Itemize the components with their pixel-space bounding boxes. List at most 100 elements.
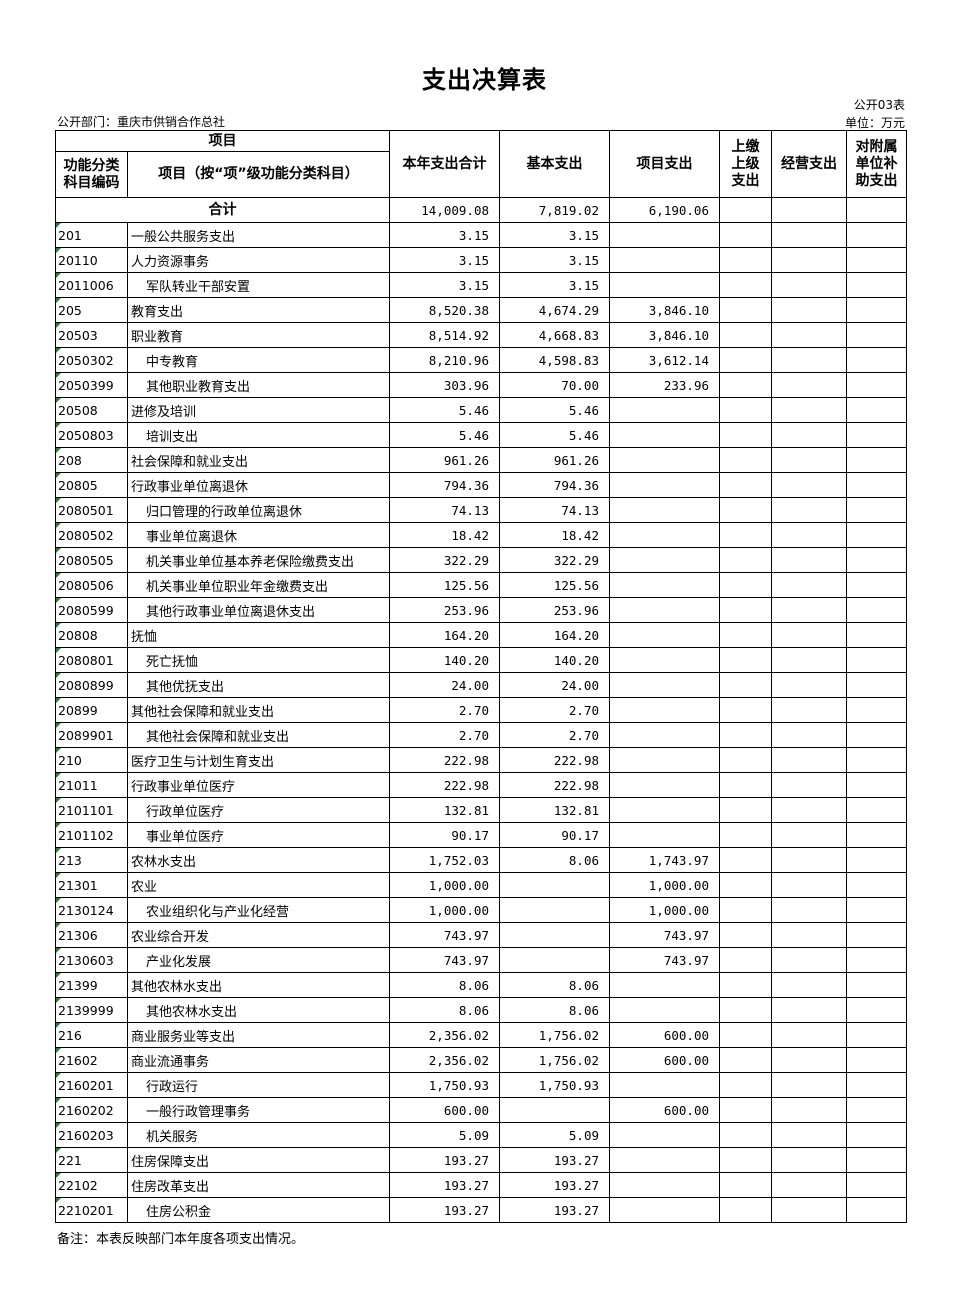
row-total: 8.06 bbox=[389, 997, 500, 1023]
row-total: 1,752.03 bbox=[389, 847, 500, 873]
row-total: 3.15 bbox=[389, 247, 500, 273]
row-name: 行政单位医疗 bbox=[127, 797, 390, 823]
row-total: 1,000.00 bbox=[389, 872, 500, 898]
table-row: 20508 进修及培训 5.46 5.46 bbox=[55, 397, 907, 423]
table-row: 2080801 死亡抚恤 140.20 140.20 bbox=[55, 647, 907, 673]
row-total: 193.27 bbox=[389, 1147, 500, 1173]
department-label: 公开部门：重庆市供销合作总社 bbox=[57, 115, 226, 129]
empty-cell bbox=[846, 647, 907, 673]
empty-cell bbox=[719, 197, 772, 223]
expenditure-table: 项目 本年支出合计 基本支出 项目支出 上缴上级支出 经营支出 对附属单位补助支… bbox=[55, 130, 907, 1223]
empty-cell bbox=[771, 847, 847, 873]
empty-cell bbox=[771, 222, 847, 248]
row-name: 社会保障和就业支出 bbox=[127, 447, 390, 473]
row-basic bbox=[499, 947, 610, 973]
row-project: 743.97 bbox=[609, 947, 720, 973]
row-basic: 222.98 bbox=[499, 772, 610, 798]
empty-cell bbox=[771, 1047, 847, 1073]
row-total: 8.06 bbox=[389, 972, 500, 998]
row-total: 3.15 bbox=[389, 272, 500, 298]
empty-cell bbox=[719, 1097, 772, 1123]
empty-cell bbox=[771, 1022, 847, 1048]
row-name: 教育支出 bbox=[127, 297, 390, 323]
row-basic: 3.15 bbox=[499, 222, 610, 248]
row-name: 其他优抚支出 bbox=[127, 672, 390, 698]
row-project bbox=[609, 522, 720, 548]
empty-cell bbox=[846, 272, 907, 298]
empty-cell bbox=[719, 247, 772, 273]
row-total: 2,356.02 bbox=[389, 1047, 500, 1073]
row-code: 2101101 bbox=[55, 797, 128, 823]
row-total: 743.97 bbox=[389, 922, 500, 948]
empty-cell bbox=[719, 822, 772, 848]
row-name: 其他社会保障和就业支出 bbox=[127, 697, 390, 723]
empty-cell bbox=[846, 1022, 907, 1048]
row-project: 600.00 bbox=[609, 1022, 720, 1048]
row-code: 221 bbox=[55, 1147, 128, 1173]
header-subsidiary: 对附属单位补助支出 bbox=[846, 130, 907, 198]
row-name: 行政事业单位医疗 bbox=[127, 772, 390, 798]
page-title: 支出决算表 bbox=[422, 66, 547, 94]
row-total: 222.98 bbox=[389, 772, 500, 798]
table-row: 2080502 事业单位离退休 18.42 18.42 bbox=[55, 522, 907, 548]
empty-cell bbox=[846, 672, 907, 698]
row-code: 21011 bbox=[55, 772, 128, 798]
empty-cell bbox=[771, 922, 847, 948]
row-name: 抚恤 bbox=[127, 622, 390, 648]
table-row: 2130124 农业组织化与产业化经营 1,000.00 1,000.00 bbox=[55, 897, 907, 923]
empty-cell bbox=[719, 622, 772, 648]
row-name: 事业单位医疗 bbox=[127, 822, 390, 848]
empty-cell bbox=[771, 997, 847, 1023]
row-project: 600.00 bbox=[609, 1097, 720, 1123]
row-code: 20805 bbox=[55, 472, 128, 498]
table-row: 2160203 机关服务 5.09 5.09 bbox=[55, 1122, 907, 1148]
empty-cell bbox=[771, 772, 847, 798]
row-name: 商业服务业等支出 bbox=[127, 1022, 390, 1048]
row-code: 2080505 bbox=[55, 547, 128, 573]
row-name: 其他农林水支出 bbox=[127, 997, 390, 1023]
row-total: 253.96 bbox=[389, 597, 500, 623]
empty-cell bbox=[719, 597, 772, 623]
row-basic: 140.20 bbox=[499, 647, 610, 673]
empty-cell bbox=[771, 472, 847, 498]
empty-cell bbox=[719, 1147, 772, 1173]
row-name: 行政运行 bbox=[127, 1072, 390, 1098]
row-name: 进修及培训 bbox=[127, 397, 390, 423]
table-row: 2080505 机关事业单位基本养老保险缴费支出 322.29 322.29 bbox=[55, 547, 907, 573]
empty-cell bbox=[719, 547, 772, 573]
row-project bbox=[609, 272, 720, 298]
empty-cell bbox=[719, 1072, 772, 1098]
footnote: 备注：本表反映部门本年度各项支出情况。 bbox=[57, 1232, 305, 1247]
row-name: 一般公共服务支出 bbox=[127, 222, 390, 248]
table-row: 21011 行政事业单位医疗 222.98 222.98 bbox=[55, 772, 907, 798]
empty-cell bbox=[771, 297, 847, 323]
row-basic: 132.81 bbox=[499, 797, 610, 823]
empty-cell bbox=[719, 447, 772, 473]
empty-cell bbox=[719, 922, 772, 948]
table-row: 216 商业服务业等支出 2,356.02 1,756.02 600.00 bbox=[55, 1022, 907, 1048]
row-total: 222.98 bbox=[389, 747, 500, 773]
header-basic: 基本支出 bbox=[499, 130, 610, 198]
row-basic: 24.00 bbox=[499, 672, 610, 698]
empty-cell bbox=[719, 1022, 772, 1048]
row-code: 2011006 bbox=[55, 272, 128, 298]
row-name: 归口管理的行政单位离退休 bbox=[127, 497, 390, 523]
row-project bbox=[609, 447, 720, 473]
form-number: 公开03表 bbox=[853, 98, 905, 112]
table-row: 213 农林水支出 1,752.03 8.06 1,743.97 bbox=[55, 847, 907, 873]
header-project: 项目支出 bbox=[609, 130, 720, 198]
row-code: 2080502 bbox=[55, 522, 128, 548]
empty-cell bbox=[846, 1072, 907, 1098]
empty-cell bbox=[846, 1172, 907, 1198]
empty-cell bbox=[846, 197, 907, 223]
row-project bbox=[609, 247, 720, 273]
row-basic: 8.06 bbox=[499, 997, 610, 1023]
empty-cell bbox=[771, 697, 847, 723]
empty-cell bbox=[719, 347, 772, 373]
row-project bbox=[609, 497, 720, 523]
empty-cell bbox=[771, 547, 847, 573]
table-row: 20899 其他社会保障和就业支出 2.70 2.70 bbox=[55, 697, 907, 723]
row-code: 21301 bbox=[55, 872, 128, 898]
row-project bbox=[609, 397, 720, 423]
row-basic: 90.17 bbox=[499, 822, 610, 848]
